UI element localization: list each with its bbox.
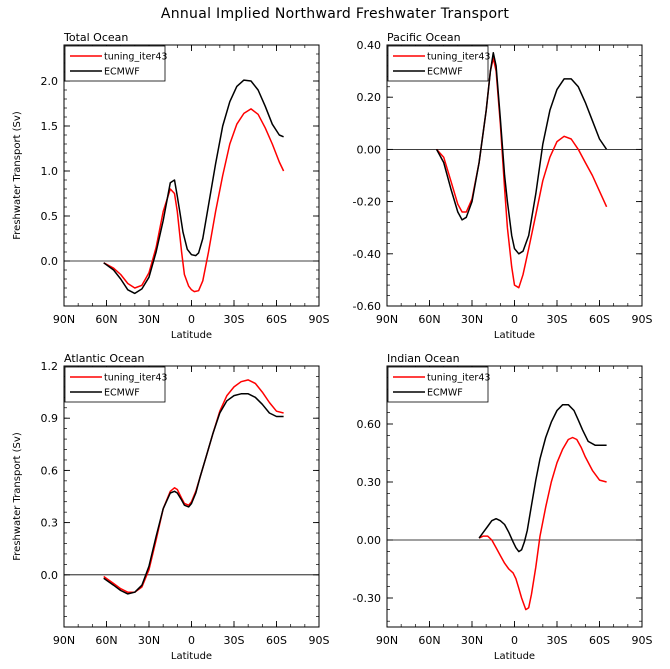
series-line-ecmwf: [103, 393, 284, 595]
x-tick-label: 90S: [309, 313, 330, 326]
x-tick-label: 30N: [138, 634, 160, 647]
x-axis-label: Latitude: [171, 651, 212, 662]
y-tick-label: 0.3: [41, 517, 59, 530]
plot-frame: [386, 44, 643, 307]
x-tick-label: 90N: [53, 634, 75, 647]
plot-frame: [63, 365, 320, 628]
y-tick-label: -0.20: [353, 196, 381, 209]
x-tick-label: 60S: [266, 634, 287, 647]
x-tick-label: 30S: [224, 313, 245, 326]
series-line-ecmwf: [103, 79, 284, 295]
legend-label-ecmwf: ECMWF: [104, 388, 140, 399]
legend: tuning_iter43 ECMWF: [387, 45, 490, 82]
legend-label-tuning-iter43: tuning_iter43: [427, 373, 490, 384]
series-line-tuning-iter43: [478, 436, 607, 611]
x-axis-label: Latitude: [494, 651, 535, 662]
x-tick-label: 60N: [95, 313, 117, 326]
legend-label-tuning-iter43: tuning_iter43: [104, 52, 167, 63]
legend-box: [64, 366, 166, 403]
x-tick-label: 60N: [95, 634, 117, 647]
legend: tuning_iter43 ECMWF: [64, 366, 167, 403]
y-tick-label: 0.5: [41, 210, 59, 223]
x-tick-label: 30S: [224, 634, 245, 647]
x-tick-label: 90S: [632, 313, 653, 326]
y-tick-label: -0.60: [353, 300, 381, 313]
x-tick-label: 30N: [461, 313, 483, 326]
panel-atlantic-ocean: Atlantic Ocean 0.0 0.3 0.6 0.9 1.2 90N 60N 30N 0 3…: [12, 352, 330, 662]
x-tick-label: 90S: [632, 634, 653, 647]
x-tick-label: 60N: [418, 313, 440, 326]
y-tick-label: 0.40: [357, 39, 382, 52]
panel-indian-ocean: Indian Ocean -0.30 0.00 0.30 0.60 90N 60N 30N 0 3…: [353, 352, 653, 662]
y-tick-label: 0.20: [357, 91, 382, 104]
figure-title: Annual Implied Northward Freshwater Tran…: [160, 6, 510, 22]
legend-box: [387, 366, 489, 403]
panel-pacific-ocean: Pacific Ocean -0.60 -0.40 -0.20 0.00 0.20 0.40…: [353, 31, 653, 341]
plot-frame: [386, 365, 643, 628]
y-tick-label: 0.0: [41, 569, 59, 582]
x-tick-label: 30S: [547, 634, 568, 647]
panel-title: Atlantic Ocean: [64, 352, 145, 365]
y-tick-label: 0.00: [357, 534, 382, 547]
legend-label-tuning-iter43: tuning_iter43: [427, 52, 490, 63]
legend: tuning_iter43 ECMWF: [387, 366, 490, 403]
series-line-tuning-iter43: [103, 108, 285, 293]
plot-frame: [63, 44, 320, 307]
x-tick-label: 30N: [461, 634, 483, 647]
series-line-tuning-iter43: [103, 379, 284, 593]
legend-label-ecmwf: ECMWF: [427, 67, 463, 78]
x-tick-label: 60S: [266, 313, 287, 326]
y-tick-label: 0.9: [41, 412, 59, 425]
y-tick-label: 0.30: [357, 476, 382, 489]
y-tick-label: 2.0: [41, 75, 59, 88]
series-line-tuning-iter43: [436, 57, 608, 289]
x-tick-label: 90N: [53, 313, 75, 326]
y-tick-label: 1.5: [41, 120, 59, 133]
y-tick-label: -0.40: [353, 248, 381, 261]
y-axis-label: Freshwater Transport (Sv): [12, 432, 23, 561]
x-axis-label: Latitude: [494, 330, 535, 341]
panel-title: Total Ocean: [63, 31, 128, 44]
y-tick-label: 0.6: [41, 464, 59, 477]
y-tick-label: -0.30: [353, 592, 381, 605]
x-tick-label: 0: [511, 313, 518, 326]
x-axis-label: Latitude: [171, 330, 212, 341]
legend-box: [64, 45, 166, 82]
legend-label-ecmwf: ECMWF: [427, 388, 463, 399]
x-tick-label: 60N: [418, 634, 440, 647]
x-tick-label: 90S: [309, 634, 330, 647]
series-line-ecmwf: [435, 52, 608, 255]
y-tick-label: 0.0: [41, 255, 59, 268]
y-tick-label: 1.2: [41, 360, 59, 373]
y-tick-label: 0.60: [357, 418, 382, 431]
x-tick-label: 0: [188, 634, 195, 647]
x-tick-label: 0: [511, 634, 518, 647]
x-tick-label: 60S: [589, 634, 610, 647]
y-axis-label: Freshwater Transport (Sv): [12, 111, 23, 240]
y-tick-label: 0.00: [357, 143, 382, 156]
panel-title: Indian Ocean: [387, 352, 460, 365]
panel-total-ocean: Total Ocean 0.0 0.5 1.0 1.5 2.0 90N 60N 30N 0 30S 6…: [12, 31, 330, 341]
legend-label-tuning-iter43: tuning_iter43: [104, 373, 167, 384]
x-tick-label: 0: [188, 313, 195, 326]
panel-title: Pacific Ocean: [387, 31, 461, 44]
x-tick-label: 90N: [376, 313, 398, 326]
x-tick-label: 30N: [138, 313, 160, 326]
legend: tuning_iter43 ECMWF: [64, 45, 167, 82]
y-tick-label: 1.0: [41, 165, 59, 178]
legend-label-ecmwf: ECMWF: [104, 67, 140, 78]
legend-box: [387, 45, 489, 82]
x-tick-label: 30S: [547, 313, 568, 326]
x-tick-label: 60S: [589, 313, 610, 326]
series-line-ecmwf: [478, 403, 607, 553]
x-tick-label: 90N: [376, 634, 398, 647]
